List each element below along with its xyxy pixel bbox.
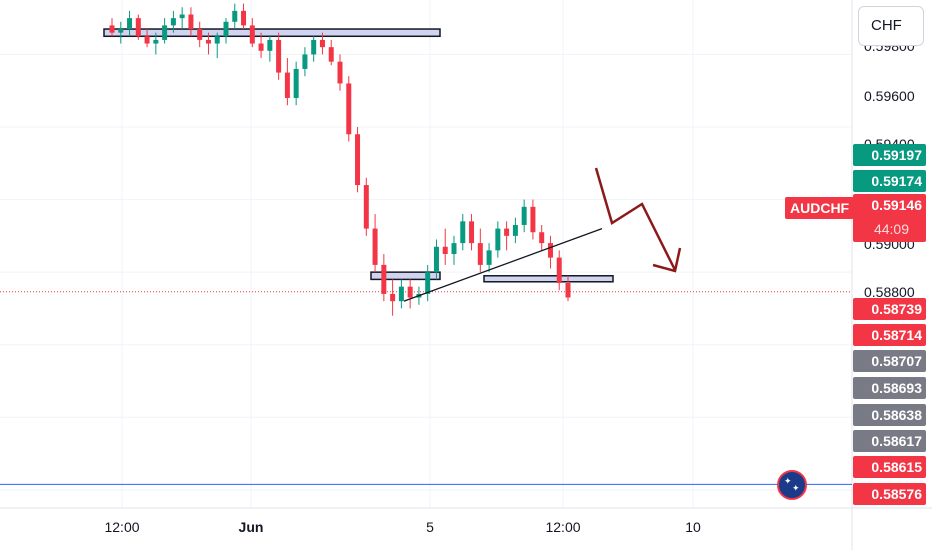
candle-body	[469, 221, 475, 244]
current-price: 0.59146	[871, 197, 922, 213]
x-tick-label: 5	[426, 519, 434, 535]
price-label: 0.58739	[853, 298, 926, 320]
candle-body	[188, 14, 194, 30]
candle-body	[495, 228, 501, 251]
candle-body	[565, 283, 571, 298]
candle-body	[460, 221, 466, 244]
candle-body	[451, 243, 457, 254]
candle-body	[539, 232, 545, 244]
candle-body	[241, 10, 247, 26]
candle-body	[311, 39, 317, 55]
current-price-box	[853, 194, 926, 242]
support-zone	[483, 275, 614, 283]
candle-body	[530, 206, 536, 233]
candle-body	[197, 29, 203, 40]
x-tick-label: 12:00	[104, 519, 140, 535]
candle-body	[109, 25, 115, 33]
arrow-head	[652, 247, 682, 273]
candle-body	[337, 61, 343, 84]
candle-body	[293, 68, 299, 98]
price-label: 0.59174	[853, 170, 926, 192]
candle-body	[302, 54, 308, 69]
candle-body	[170, 18, 176, 26]
candle-body	[504, 228, 510, 236]
candle-body	[319, 39, 325, 48]
price-label: 0.58693	[853, 377, 926, 399]
candle-body	[249, 25, 255, 44]
candle-body	[127, 18, 133, 30]
candle-body	[276, 39, 282, 73]
candle-body	[381, 264, 387, 294]
candle-body	[547, 243, 553, 258]
x-tick-label: 12:00	[545, 519, 581, 535]
y-tick-label: 0.58800	[864, 284, 915, 300]
currency-button[interactable]: CHF	[858, 6, 924, 46]
candle-body	[214, 36, 220, 44]
projection-arrow	[594, 167, 677, 271]
candle-body	[135, 18, 141, 37]
candle-body	[144, 36, 150, 44]
price-label: 0.58576	[853, 483, 926, 505]
candle-body	[205, 39, 211, 44]
candle-body	[355, 134, 361, 186]
candle-body	[179, 14, 185, 19]
candle-body	[363, 185, 369, 229]
price-label: 0.58638	[853, 404, 926, 426]
candle-body	[258, 43, 264, 51]
x-tick-label: Jun	[238, 519, 264, 535]
candle-body	[328, 47, 334, 62]
candle-body	[284, 72, 290, 98]
candle-body	[556, 257, 562, 284]
candle-body	[232, 10, 238, 22]
candle-body	[486, 250, 492, 265]
bar-countdown: 44:09	[873, 221, 909, 237]
price-label: 0.59197	[853, 144, 926, 166]
price-label: 0.58714	[853, 324, 926, 346]
y-tick-label: 0.59600	[864, 88, 915, 104]
candle-body	[153, 39, 159, 44]
candle-body	[477, 243, 483, 265]
x-tick-label: 10	[685, 519, 701, 535]
candle-body	[442, 246, 448, 254]
australia-flag-icon[interactable]: ✦ ✦	[777, 470, 807, 500]
candle-body	[521, 206, 527, 225]
candle-body	[425, 272, 431, 294]
price-label: 0.58707	[853, 350, 926, 372]
trendline	[403, 227, 603, 302]
candle-body	[118, 29, 124, 33]
support-zone	[370, 271, 441, 281]
candle-body	[407, 286, 413, 298]
candle-body	[390, 293, 396, 302]
candle-body	[372, 228, 378, 265]
price-label: 0.58617	[853, 430, 926, 452]
symbol-tag: AUDCHF	[785, 197, 855, 219]
candle-body	[433, 246, 439, 273]
candle-body	[162, 25, 168, 40]
candle-body	[512, 224, 518, 236]
candle-body	[398, 286, 404, 302]
price-label: 0.58615	[853, 456, 926, 478]
candle-body	[267, 39, 273, 51]
candle-body	[346, 83, 352, 135]
candle-body	[223, 21, 229, 37]
support-zone	[103, 28, 441, 38]
